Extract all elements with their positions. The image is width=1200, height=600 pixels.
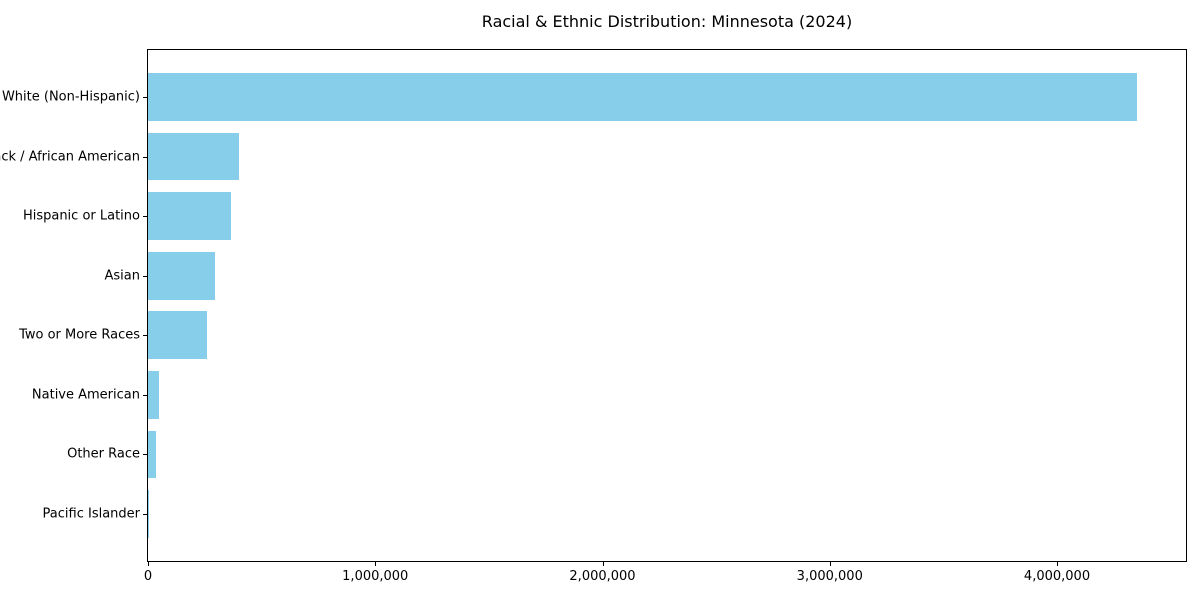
y-axis-tick [143,394,147,396]
x-axis-tick-label: 3,000,000 [796,569,863,584]
x-axis-tick [375,562,377,566]
y-axis-tick [143,335,147,337]
y-axis-label: Two or More Races [19,327,140,343]
bar [148,251,216,300]
x-axis-tick [148,562,149,566]
y-axis-label: Hispanic or Latino [22,208,140,224]
y-axis-tick [143,156,147,158]
x-axis-tick-label: 1,000,000 [342,569,409,584]
y-axis-tick [143,513,147,515]
x-axis-tick [829,562,831,566]
y-axis-tick [143,216,147,218]
y-axis-tick [143,454,147,456]
bar [148,132,239,181]
bar [148,192,231,240]
bar [148,490,149,538]
y-axis-tick [143,97,147,99]
x-axis-tick-label: 4,000,000 [1023,569,1091,584]
x-axis-tick [602,562,604,566]
y-axis-labels: White (Non-Hispanic) Black / African Amer… [0,50,140,561]
y-axis-label: Other Race [67,446,140,462]
chart-title: Racial & Ethnic Distribution: Minnesota … [481,12,853,31]
y-axis-label: Asian [104,268,140,284]
x-axis-tick [1057,562,1059,566]
bar [148,73,1137,121]
bar [148,430,156,479]
bar [148,371,160,419]
y-axis-tick [143,275,147,277]
x-axis-tick-label: 0 [143,569,153,584]
bar [148,311,208,360]
x-axis-tick-label: 2,000,000 [569,569,636,584]
y-axis-label: Black / African American [0,149,140,165]
y-axis-label: Pacific Islander [42,506,140,522]
y-axis-label: White (Non-Hispanic) [1,89,140,105]
plot-area: 0 1,000,000 2,000,000 3,000,000 4,000,000 [143,49,1187,584]
y-axis-label: Native American [31,387,140,403]
